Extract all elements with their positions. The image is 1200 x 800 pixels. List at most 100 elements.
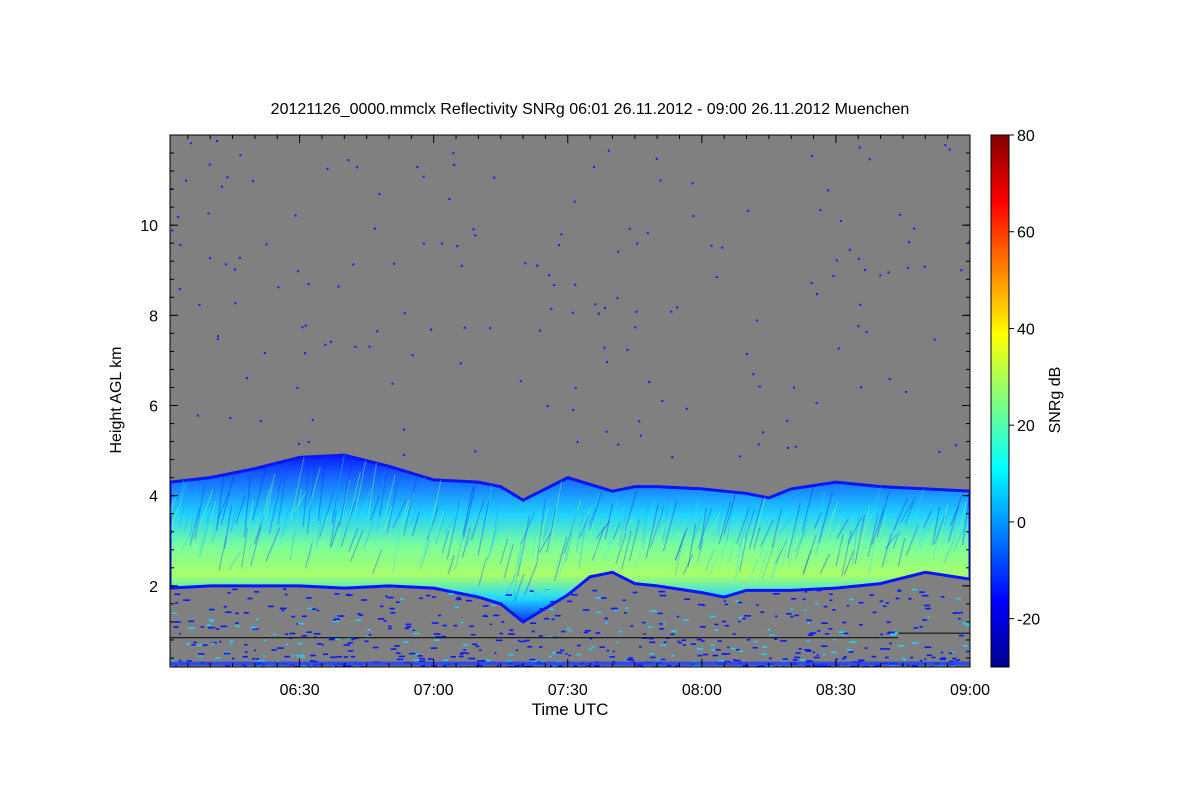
cloud-streak [383,505,394,530]
clutter-pixel [478,649,482,652]
noise-speck [224,263,227,266]
clutter-pixel [567,600,573,603]
cloud-streak [851,510,860,566]
noise-speck [259,420,262,423]
noise-speck [857,257,860,260]
clutter-pixel [336,655,342,658]
clutter-pixel [396,658,404,661]
clutter-pixel [775,665,778,667]
clutter-pixel [243,643,248,646]
colorbar [990,134,1010,668]
cloud-streak [192,507,203,527]
cloud-streak [340,501,356,547]
noise-speck [326,167,329,170]
cloud-streak [595,520,611,539]
y-tick-label: 4 [149,489,158,506]
cloud-streak [594,526,608,554]
clutter-pixel [724,603,729,606]
noise-speck [356,166,359,169]
noise-speck [347,159,350,162]
noise-speck [252,180,255,183]
cloud-streak [854,514,866,564]
noise-speck [603,346,606,349]
clutter-pixel [657,612,663,615]
clutter-pixel [530,660,538,663]
clutter-pixel [463,649,466,651]
cloud-streak [913,488,925,524]
clutter-pixel [568,654,571,657]
clutter-pixel [951,665,956,667]
clutter-pixel [433,665,438,667]
clutter-pixel [525,665,533,667]
cloud-streak [383,474,396,519]
cloud-streak [897,538,906,567]
clutter-pixel [880,647,884,650]
clutter-pixel [919,659,923,662]
cloud-streak [832,534,847,566]
clutter-pixel [271,649,277,651]
noise-speck [655,157,658,160]
clutter-pixel [232,588,238,591]
cloud-streak [194,483,206,540]
noise-speck [233,268,236,271]
clutter-pixel [329,637,335,640]
noise-speck [304,324,307,327]
noise-speck [827,189,830,192]
clutter-pixel [301,635,308,637]
clutter-pixel [924,658,927,661]
noise-speck [220,185,223,188]
clutter-pixel [193,641,197,644]
clutter-pixel [334,638,340,640]
cloud-streak [189,482,198,537]
noise-speck [646,232,649,235]
clutter-pixel [472,592,479,595]
noise-speck [858,146,861,149]
clutter-pixel [697,654,703,657]
cloud-streak [554,544,565,574]
clutter-pixel [958,634,964,637]
cloud-streak [372,549,383,575]
cloud-streak [483,527,496,564]
clutter-pixel [297,642,303,645]
clutter-pixel [825,633,830,635]
cloud-streak [443,528,453,562]
noise-speck [908,241,911,244]
noise-speck [786,419,789,422]
clutter-pixel [952,612,956,614]
cloud-streak [620,517,635,534]
cloud-streak [250,515,265,567]
clutter-pixel [828,665,832,667]
clutter-pixel [494,652,497,655]
clutter-pixel [721,620,727,623]
clutter-pixel [638,646,642,648]
x-tick-label: 08:30 [816,682,856,699]
clutter-pixel [626,658,631,661]
noise-speck [786,446,789,449]
clutter-pixel [353,637,359,640]
clutter-pixel [501,621,505,623]
clutter-pixel [495,639,503,642]
clutter-pixel [294,665,300,667]
cloud-streak [367,463,378,519]
clutter-pixel [616,641,619,644]
clutter-pixel [829,593,833,596]
cloud-streak [265,473,276,520]
clutter-pixel [684,598,691,600]
noise-speck [402,453,405,456]
clutter-pixel [842,634,845,636]
clutter-pixel [782,658,788,660]
clutter-pixel [848,651,854,653]
clutter-pixel [243,612,249,614]
colorbar-tick-label: 40 [1017,321,1035,338]
clutter-pixel [316,609,320,612]
cloud-streak [607,500,619,547]
noise-speck [277,286,280,289]
clutter-pixel [884,656,889,659]
noise-speck [761,431,764,434]
cloud-streak [419,538,431,570]
cloud-streak [338,461,353,528]
noise-speck [216,338,219,341]
noise-speck [474,234,477,237]
cloud-streak [943,497,954,527]
clutter-pixel [210,620,214,623]
